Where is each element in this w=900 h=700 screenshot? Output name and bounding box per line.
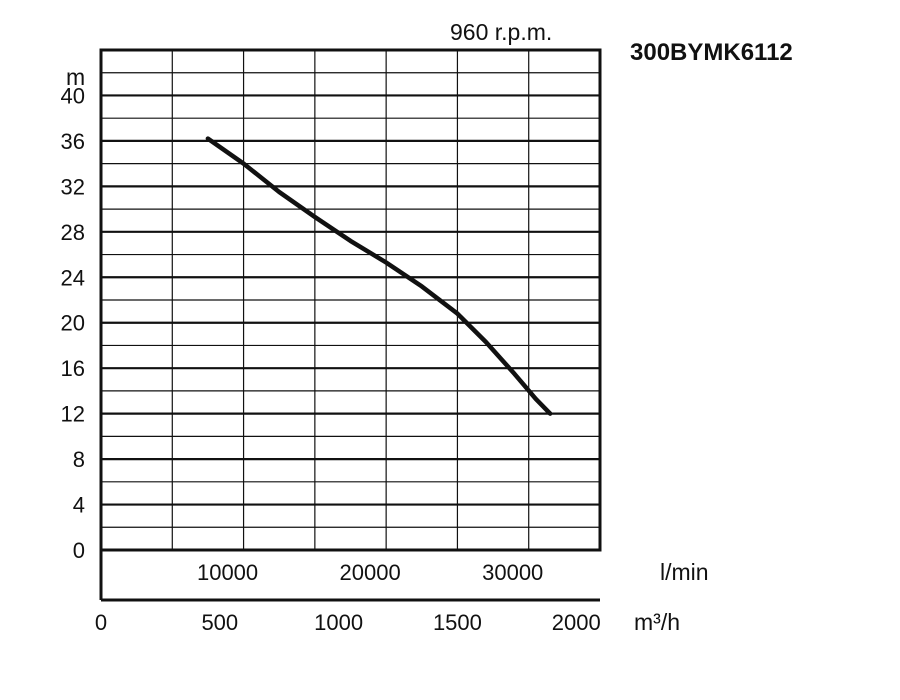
y-tick-label: 0 [73, 538, 85, 563]
chart-title: 960 r.p.m. [450, 19, 552, 45]
secondary-x-axis [99, 550, 600, 602]
x2-tick-label: 2000 [552, 610, 601, 635]
y-tick-label: 40 [61, 83, 85, 108]
x2-tick-labels: 0 500 1000 1500 2000 [95, 610, 601, 635]
x2-tick-label: 1500 [433, 610, 482, 635]
x2-tick-label: 0 [95, 610, 107, 635]
x2-tick-label: 500 [201, 610, 238, 635]
series-line [205, 136, 553, 416]
y-tick-label: 36 [61, 129, 85, 154]
x-tick-label: 20000 [340, 560, 401, 585]
x-tick-labels: 10000 20000 30000 [197, 560, 543, 585]
series-group [205, 136, 553, 416]
model-label: 300BYMK6112 [630, 39, 793, 66]
y-tick-label: 4 [73, 493, 85, 518]
y-tick-labels: 0 4 8 12 16 20 24 28 32 36 40 [61, 83, 85, 563]
x2-axis-label: m³/h [634, 609, 680, 635]
y-axis-label: m [66, 64, 85, 90]
y-tick-label: 20 [61, 311, 85, 336]
y-tick-label: 12 [61, 402, 85, 427]
y-tick-label: 16 [61, 356, 85, 381]
x-axis-label: l/min [660, 559, 709, 585]
y-tick-label: 24 [61, 265, 85, 290]
x-tick-label: 10000 [197, 560, 258, 585]
y-tick-label: 28 [61, 220, 85, 245]
y-tick-label: 8 [73, 447, 85, 472]
x-tick-label: 30000 [482, 560, 543, 585]
plot-frame [99, 48, 602, 552]
x2-tick-label: 1000 [314, 610, 363, 635]
y-tick-label: 32 [61, 174, 85, 199]
grid-lines [100, 48, 601, 552]
